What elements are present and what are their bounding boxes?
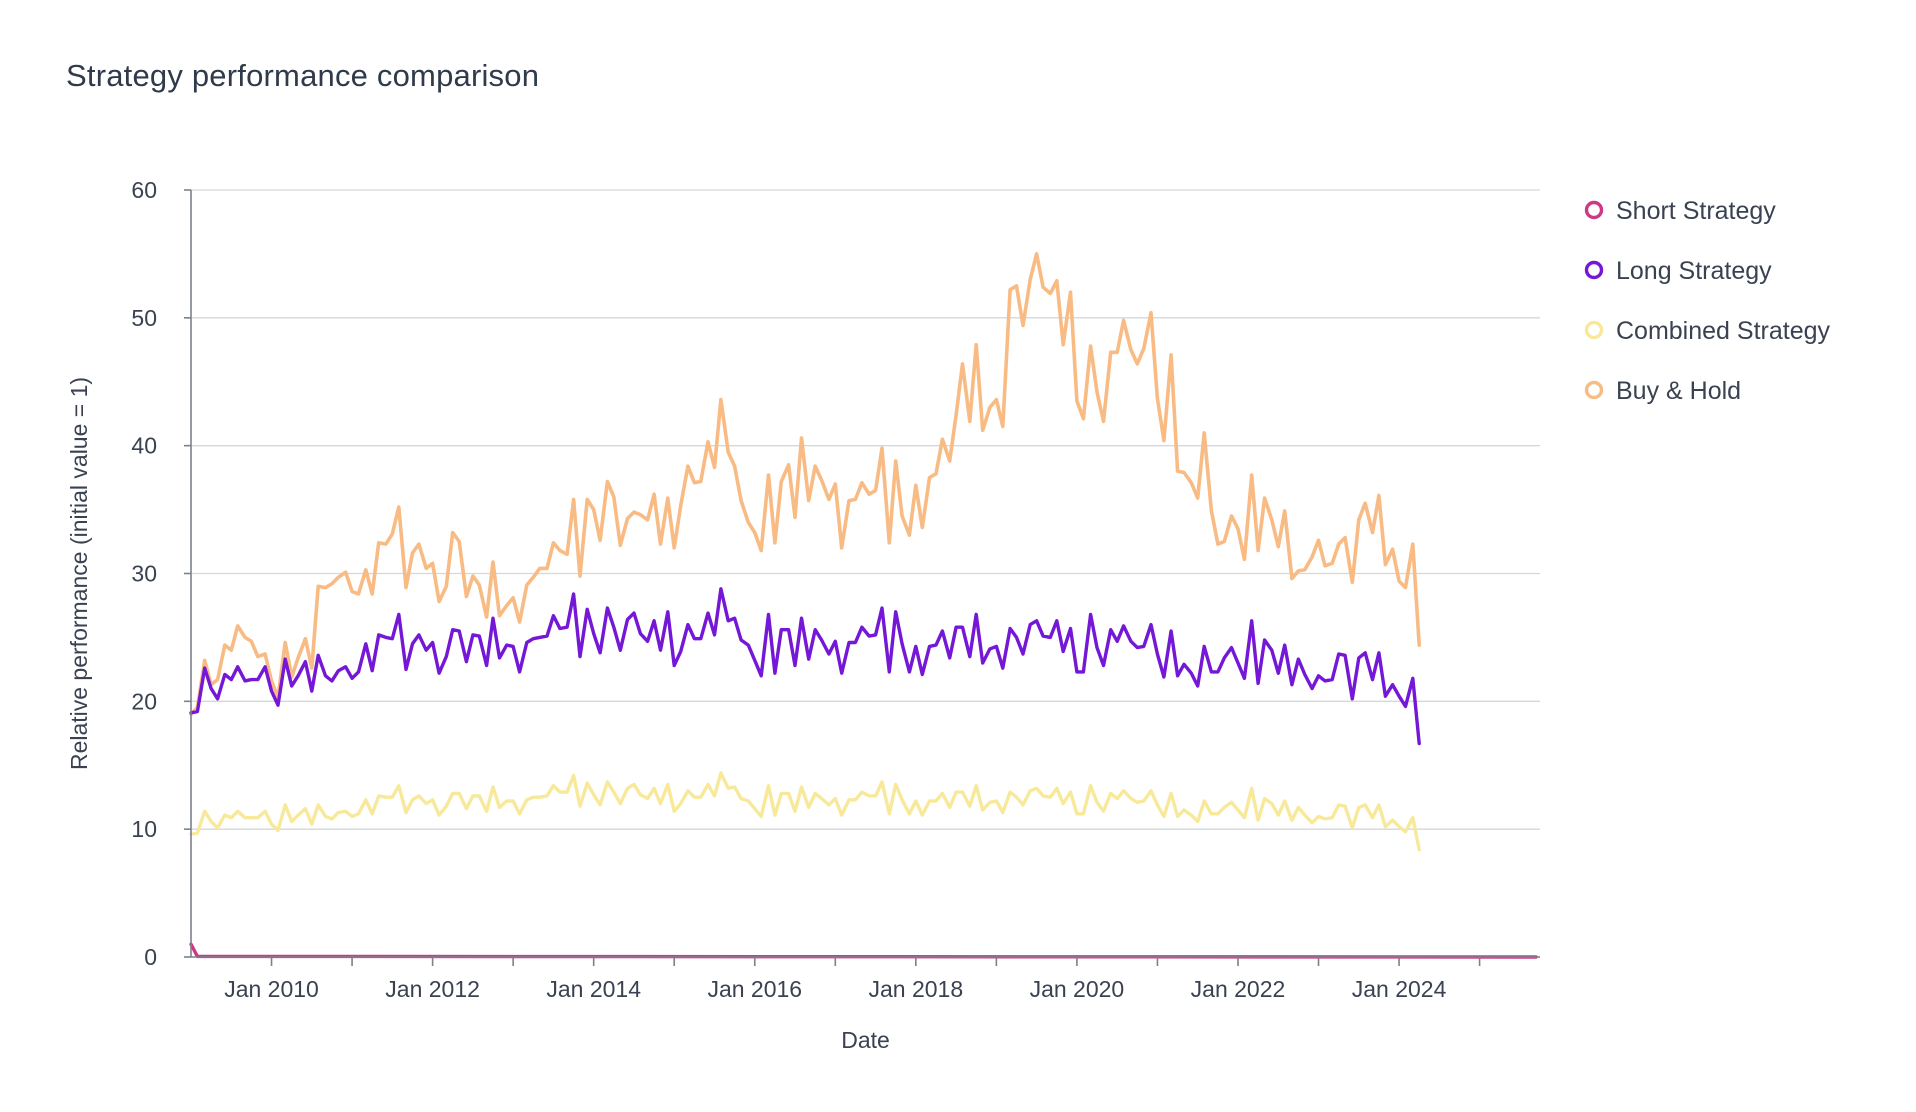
series-line-combined-strategy [189, 771, 1421, 852]
x-tick-label: Jan 2022 [1191, 976, 1286, 1002]
y-tick-label: 60 [131, 177, 157, 203]
x-tick-label: Jan 2010 [224, 976, 319, 1002]
legend-label: Combined Strategy [1616, 317, 1831, 345]
series-lines [189, 252, 1538, 959]
legend-label: Long Strategy [1616, 257, 1772, 285]
legend-label: Short Strategy [1616, 197, 1776, 225]
y-tick-label: 50 [131, 305, 157, 331]
y-tick-label: 30 [131, 561, 157, 587]
y-tick-label: 0 [144, 944, 157, 970]
series-line-buy-hold [189, 252, 1421, 716]
y-axis-title: Relative performance (initial value = 1) [66, 377, 92, 770]
chart-title: Strategy performance comparison [66, 58, 540, 93]
x-axis-title: Date [841, 1027, 890, 1053]
legend: Short Strategy Long Strategy Combined Stra… [1584, 197, 1831, 405]
x-tick-label: Jan 2020 [1030, 976, 1125, 1002]
y-tick-label: 20 [131, 688, 157, 714]
y-tick-label: 10 [131, 816, 157, 842]
legend-label: Buy & Hold [1616, 377, 1741, 405]
legend-item-combined-strategy[interactable]: Combined Strategy [1584, 317, 1831, 345]
legend-marker-icon [1584, 260, 1604, 280]
x-tick-label: Jan 2024 [1352, 976, 1447, 1002]
series-line-short-strategy [189, 942, 1538, 959]
legend-marker-icon [1584, 200, 1604, 220]
legend-item-buy-hold[interactable]: Buy & Hold [1584, 377, 1742, 405]
legend-marker-icon [1584, 320, 1604, 340]
legend-item-long-strategy[interactable]: Long Strategy [1584, 257, 1773, 285]
x-tick-label: Jan 2018 [869, 976, 964, 1002]
x-tick-label: Jan 2012 [385, 976, 480, 1002]
x-tick-label: Jan 2016 [707, 976, 802, 1002]
legend-item-short-strategy[interactable]: Short Strategy [1584, 197, 1777, 225]
x-tick-label: Jan 2014 [546, 976, 641, 1002]
y-axis-ticks: 0 10 20 30 40 50 60 [131, 177, 191, 970]
legend-marker-icon [1584, 380, 1604, 400]
x-axis-ticks: Jan 2010 Jan 2012 Jan 2014 Jan 2016 Jan 2018… [224, 957, 1481, 1002]
y-tick-label: 40 [131, 433, 157, 459]
series-line-long-strategy [189, 587, 1421, 746]
gridlines [191, 189, 1540, 830]
